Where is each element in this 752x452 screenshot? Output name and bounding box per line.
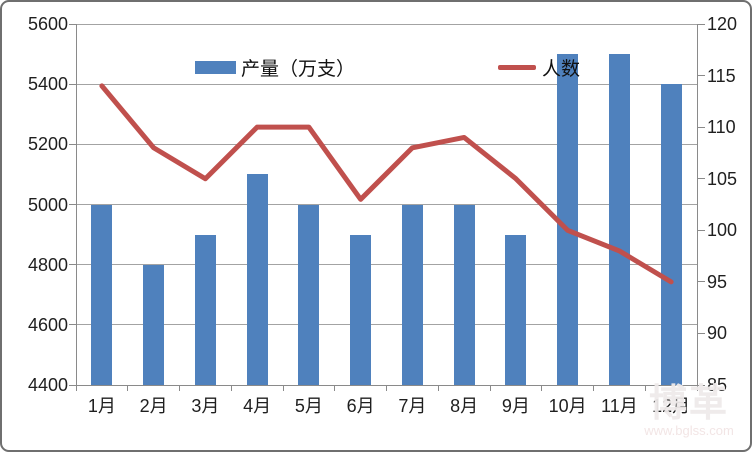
right-axis-tick xyxy=(697,178,705,180)
right-axis-tick xyxy=(697,384,705,386)
legend-label-production: 产量（万支） xyxy=(241,59,356,80)
chart-legend: 产量（万支） 人数 xyxy=(195,54,580,81)
legend-label-headcount: 人数 xyxy=(542,59,581,80)
left-axis-tick-label: 5000 xyxy=(27,194,68,215)
left-axis-tick xyxy=(69,143,76,145)
bar-1月 xyxy=(91,204,113,385)
left-axis-line xyxy=(76,24,77,385)
gridline xyxy=(76,83,697,85)
gridline xyxy=(76,324,697,326)
left-axis-tick xyxy=(69,264,76,266)
legend-item-production: 产量（万支） xyxy=(195,54,355,81)
left-axis-tick-label: 5600 xyxy=(27,14,68,34)
x-axis-tick xyxy=(179,385,180,391)
bar-3月 xyxy=(194,234,216,385)
right-axis-tick-label: 120 xyxy=(707,14,738,34)
right-axis-tick-label: 85 xyxy=(707,375,728,395)
x-axis-category-label: 4月 xyxy=(243,396,272,416)
bar-series-swatch-icon xyxy=(195,61,236,74)
x-axis-tick xyxy=(230,385,232,391)
right-axis-tick-label: 90 xyxy=(707,323,728,344)
bar-7月 xyxy=(401,204,423,385)
x-axis-tick xyxy=(334,385,336,391)
x-axis-tick xyxy=(541,385,543,391)
right-axis-tick xyxy=(697,332,705,334)
x-axis-category-label: 2月 xyxy=(139,396,168,416)
x-axis-tick xyxy=(593,385,594,391)
x-axis-category-label: 12月 xyxy=(652,396,691,416)
gridline xyxy=(76,204,697,205)
x-axis-category-label: 11月 xyxy=(601,396,638,416)
left-axis-tick-label: 5200 xyxy=(27,134,68,155)
bar-11月 xyxy=(608,54,630,385)
x-axis-line xyxy=(76,385,698,386)
x-axis-category-label: 8月 xyxy=(450,396,479,416)
bar-12月 xyxy=(660,84,682,385)
left-axis-tick-label: 5400 xyxy=(27,74,68,95)
x-axis-category-label: 10月 xyxy=(548,396,587,416)
bar-2月 xyxy=(143,264,165,385)
x-axis-category-label: 6月 xyxy=(346,396,375,416)
x-axis-tick xyxy=(386,385,387,391)
gridline xyxy=(76,264,697,266)
right-axis-tick-label: 105 xyxy=(707,168,738,189)
bar-4月 xyxy=(246,174,268,385)
x-axis-tick xyxy=(489,385,491,391)
legend-item-headcount: 人数 xyxy=(498,54,580,81)
gridline xyxy=(76,143,697,145)
left-axis-tick xyxy=(69,23,76,25)
right-axis-tick xyxy=(697,75,705,77)
x-axis-tick xyxy=(644,385,646,391)
right-axis-tick xyxy=(697,229,705,231)
right-axis-tick-label: 100 xyxy=(707,220,738,241)
right-axis-tick-label: 115 xyxy=(707,65,736,86)
left-axis-tick xyxy=(69,384,76,386)
bar-5月 xyxy=(298,204,320,385)
left-axis-tick xyxy=(69,83,76,85)
right-axis-tick-label: 95 xyxy=(707,271,728,292)
left-axis-tick-label: 4800 xyxy=(27,254,68,275)
x-axis-category-label: 9月 xyxy=(501,396,530,416)
right-axis-tick xyxy=(697,281,705,283)
left-axis-tick-label: 4600 xyxy=(27,314,68,335)
line-series-swatch-icon xyxy=(498,65,537,70)
x-axis-category-label: 5月 xyxy=(294,396,323,416)
x-axis-category-label: 7月 xyxy=(398,396,427,416)
x-axis-tick xyxy=(282,385,284,391)
right-axis-line xyxy=(697,24,698,385)
x-axis-tick xyxy=(437,385,439,391)
x-axis-category-label: 1月 xyxy=(87,396,116,416)
right-axis-tick-label: 110 xyxy=(707,117,736,138)
left-axis-tick xyxy=(69,324,76,326)
x-axis-tick xyxy=(696,385,698,391)
left-axis-tick xyxy=(69,204,76,205)
bar-8月 xyxy=(453,204,475,385)
bar-6月 xyxy=(350,234,372,385)
line-series-path xyxy=(99,83,674,285)
bar-9月 xyxy=(505,234,527,385)
gridline xyxy=(76,23,697,25)
right-axis-tick xyxy=(697,23,705,25)
bar-10月 xyxy=(557,54,579,385)
x-axis-tick xyxy=(127,385,129,391)
x-axis-tick xyxy=(75,385,77,391)
x-axis-category-label: 3月 xyxy=(191,396,220,416)
right-axis-tick xyxy=(697,126,705,128)
left-axis-tick-label: 4400 xyxy=(27,375,68,395)
